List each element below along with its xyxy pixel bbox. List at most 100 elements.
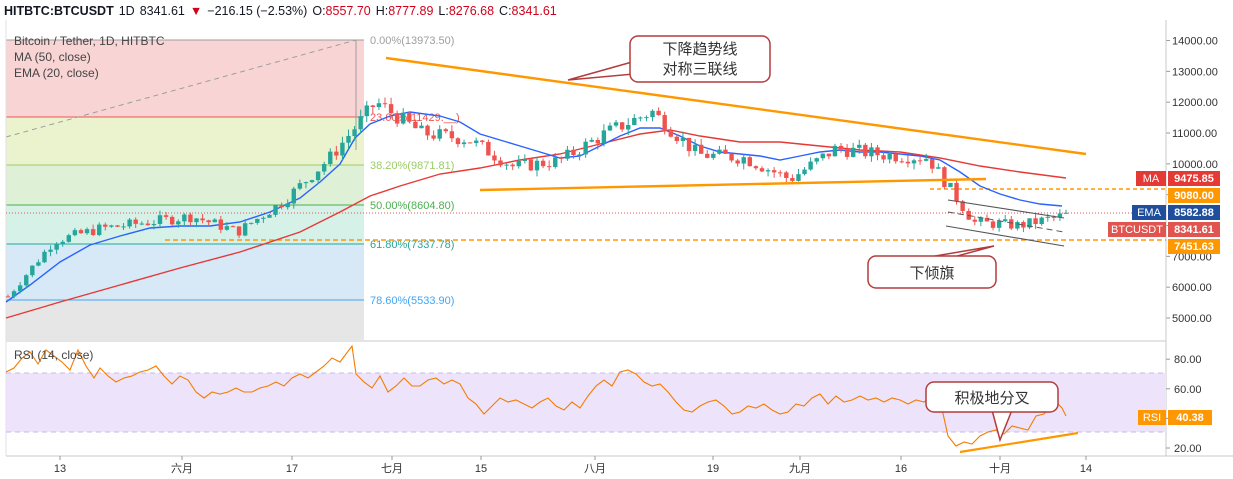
ma-50-line[interactable] xyxy=(5,129,1067,319)
candle-body[interactable] xyxy=(443,129,448,132)
candle-body[interactable] xyxy=(759,168,765,172)
candle-body[interactable] xyxy=(212,219,217,223)
candle-body[interactable] xyxy=(583,141,588,155)
candle-body[interactable] xyxy=(784,172,789,178)
candle-body[interactable] xyxy=(905,161,911,164)
candle-body[interactable] xyxy=(72,230,78,236)
candle-body[interactable] xyxy=(936,167,941,169)
candle-body[interactable] xyxy=(90,229,96,236)
candle-body[interactable] xyxy=(540,160,546,167)
divergence-callout[interactable]: 积极地分叉 xyxy=(925,381,1059,443)
candle-body[interactable] xyxy=(206,220,211,223)
candle-body[interactable] xyxy=(778,172,783,174)
candle-body[interactable] xyxy=(1021,222,1026,228)
candle-body[interactable] xyxy=(711,153,716,158)
candle-body[interactable] xyxy=(1045,216,1050,218)
candle-body[interactable] xyxy=(802,169,807,175)
candle-body[interactable] xyxy=(376,103,382,108)
candle-body[interactable] xyxy=(972,219,977,222)
candle-body[interactable] xyxy=(261,217,266,219)
candle-body[interactable] xyxy=(942,167,947,188)
candle-body[interactable] xyxy=(656,110,661,116)
candle-body[interactable] xyxy=(990,221,996,228)
rsi-divergence-line[interactable] xyxy=(959,431,1079,454)
candle-body[interactable] xyxy=(571,149,576,155)
candle-body[interactable] xyxy=(735,160,740,164)
candle-body[interactable] xyxy=(546,166,552,168)
time-axis[interactable]: 13 六月 17 七月 15 八月 19 九月 16 十月 14 xyxy=(54,456,1092,475)
candle-body[interactable] xyxy=(790,177,795,181)
candle-body[interactable] xyxy=(844,149,850,157)
candle-body[interactable] xyxy=(200,218,205,221)
candle-body[interactable] xyxy=(692,144,698,152)
candle-body[interactable] xyxy=(686,137,692,152)
candle-body[interactable] xyxy=(419,125,424,129)
candle-body[interactable] xyxy=(917,160,923,162)
candle-body[interactable] xyxy=(30,265,35,276)
candle-body[interactable] xyxy=(516,160,521,167)
candle-body[interactable] xyxy=(242,223,248,236)
candle-body[interactable] xyxy=(911,160,917,164)
candle-body[interactable] xyxy=(97,224,102,236)
candle-body[interactable] xyxy=(978,217,984,222)
candle-body[interactable] xyxy=(127,219,132,227)
candle-body[interactable] xyxy=(364,105,369,117)
candle-body[interactable] xyxy=(717,149,722,154)
candle-body[interactable] xyxy=(42,251,47,263)
candle-body[interactable] xyxy=(182,214,187,222)
candle-body[interactable] xyxy=(808,161,813,170)
candle-body[interactable] xyxy=(109,225,114,227)
candle-body[interactable] xyxy=(1039,217,1044,225)
candle-body[interactable] xyxy=(352,129,357,136)
candle-body[interactable] xyxy=(431,135,436,139)
candle-body[interactable] xyxy=(17,285,23,292)
candle-body[interactable] xyxy=(814,158,819,162)
interval-label[interactable]: 1D xyxy=(118,4,135,18)
candle-body[interactable] xyxy=(309,180,315,183)
candle-body[interactable] xyxy=(121,226,126,228)
candle-body[interactable] xyxy=(954,182,959,202)
candle-body[interactable] xyxy=(267,214,272,218)
flag-lower-line[interactable] xyxy=(945,225,1065,247)
candle-body[interactable] xyxy=(358,116,363,130)
candle-body[interactable] xyxy=(24,275,29,286)
candle-body[interactable] xyxy=(747,157,753,167)
candle-body[interactable] xyxy=(729,153,734,161)
candle-body[interactable] xyxy=(291,188,296,204)
candle-body[interactable] xyxy=(249,222,254,224)
candle-body[interactable] xyxy=(285,203,290,208)
candle-body[interactable] xyxy=(632,117,637,126)
chart-title-legend[interactable]: Bitcoin / Tether, 1D, HITBTC xyxy=(14,34,165,48)
candle-body[interactable] xyxy=(577,154,582,156)
candle-body[interactable] xyxy=(5,296,11,298)
candle-body[interactable] xyxy=(139,223,144,225)
candle-body[interactable] xyxy=(1027,218,1032,228)
candle-body[interactable] xyxy=(875,147,880,156)
ma-legend[interactable]: MA (50, close) xyxy=(14,50,91,64)
candle-body[interactable] xyxy=(504,164,509,166)
candle-body[interactable] xyxy=(923,159,929,161)
candle-body[interactable] xyxy=(826,153,832,157)
candle-body[interactable] xyxy=(346,135,351,143)
candle-body[interactable] xyxy=(626,125,631,130)
candle-body[interactable] xyxy=(1051,216,1057,218)
candle-body[interactable] xyxy=(765,170,771,172)
symbol-name[interactable]: HITBTC:BTCUSDT xyxy=(4,4,114,18)
candle-body[interactable] xyxy=(796,174,801,181)
candle-body[interactable] xyxy=(401,112,406,124)
candle-body[interactable] xyxy=(103,224,108,227)
candle-body[interactable] xyxy=(145,223,151,226)
candle-body[interactable] xyxy=(273,205,278,215)
candle-body[interactable] xyxy=(315,171,321,181)
candle-body[interactable] xyxy=(863,144,868,157)
candle-body[interactable] xyxy=(619,122,625,130)
candle-body[interactable] xyxy=(930,159,935,169)
candle-body[interactable] xyxy=(771,170,777,173)
candle-body[interactable] xyxy=(899,161,905,163)
candle-body[interactable] xyxy=(559,157,564,159)
candle-body[interactable] xyxy=(236,226,242,236)
candle-body[interactable] xyxy=(407,112,412,122)
candle-body[interactable] xyxy=(218,219,224,230)
candle-body[interactable] xyxy=(753,166,759,169)
candle-body[interactable] xyxy=(820,153,825,159)
